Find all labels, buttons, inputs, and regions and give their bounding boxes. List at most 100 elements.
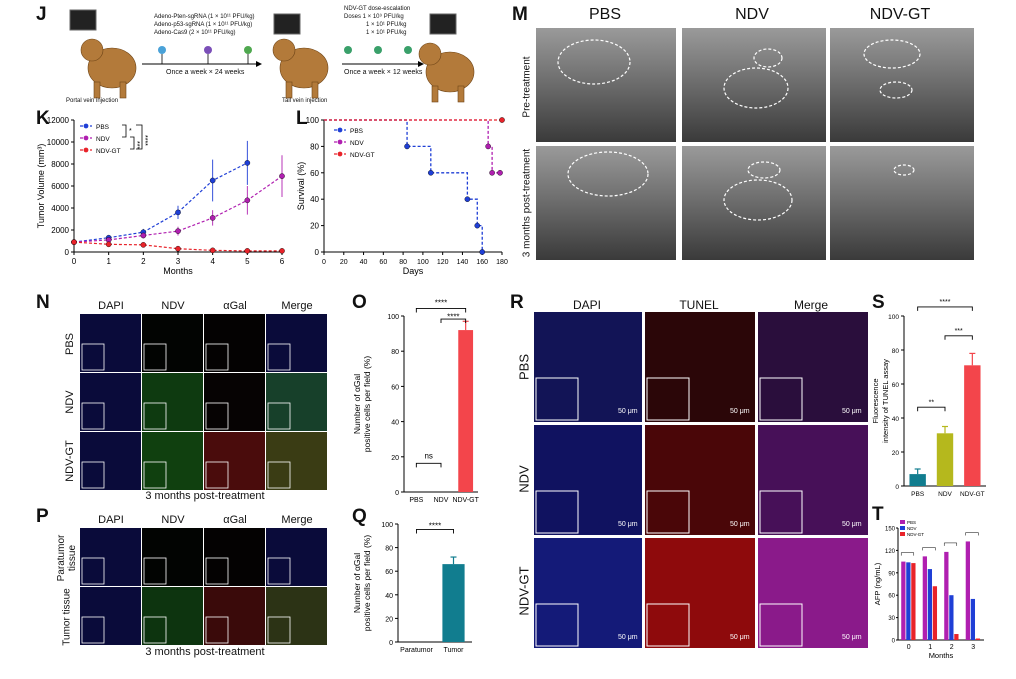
bar — [936, 433, 954, 486]
x-tick-label: 80 — [399, 259, 407, 266]
x-tick-label: 20 — [340, 259, 348, 266]
x-axis-label: Months — [929, 651, 954, 660]
sig-bracket — [917, 306, 973, 311]
micrograph-tile — [142, 528, 203, 586]
micrograph-tile — [80, 528, 141, 586]
micrograph-tile — [80, 314, 141, 372]
sig-bracket — [130, 136, 135, 150]
data-point — [209, 177, 216, 184]
x-tick-label: 60 — [379, 259, 387, 266]
monkey-icon — [418, 42, 475, 103]
panel-label-l: L — [296, 108, 308, 129]
portal-caption: Portal vein injection — [66, 98, 119, 104]
bar — [975, 638, 981, 640]
data-point — [279, 173, 285, 179]
y-tick-label: 20 — [391, 455, 399, 462]
r-row-text: PBS — [516, 353, 532, 381]
ultrasound-image — [536, 146, 676, 260]
panel-label-k: K — [36, 108, 50, 129]
legend-label: PBS — [350, 128, 364, 135]
monitor-icon — [273, 13, 301, 35]
data-point — [71, 239, 77, 245]
x-tick-label: 4 — [210, 257, 215, 266]
x-tick-label: PBS — [409, 497, 423, 504]
n-row-text: NDV — [64, 390, 76, 414]
legend-marker — [337, 151, 343, 157]
p-col-header: Merge — [281, 514, 313, 526]
n-row-label: NDV — [62, 373, 78, 431]
bar — [906, 562, 911, 640]
legend-swatch — [900, 532, 905, 536]
data-point — [474, 222, 481, 229]
n-micrograph-grid — [80, 314, 327, 490]
sig-bracket — [122, 124, 127, 138]
data-point — [427, 170, 434, 176]
r-col-header: DAPI — [572, 298, 601, 312]
dose-list-1: Adeno-Pten-sgRNA (1 × 10¹¹ PFU/kg) Adeno… — [154, 13, 255, 37]
dose-5: 1 × 10¹ PFU/kg — [366, 22, 407, 28]
p-row-text: Tumor tissue — [61, 588, 73, 646]
r-col-header: Merge — [793, 298, 828, 312]
legend-marker — [83, 147, 89, 153]
y-tick-label: 0 — [895, 484, 899, 491]
ultrasound-grid — [536, 28, 974, 260]
x-tick-label: 160 — [476, 259, 488, 266]
y-tick-label: 40 — [310, 195, 319, 204]
micrograph-tile — [758, 538, 868, 648]
panel-label-m: M — [512, 4, 528, 25]
x-axis-label: Days — [403, 266, 424, 276]
ultrasound-image — [682, 28, 826, 142]
sig-bracket — [440, 318, 467, 324]
y-tick-label: 100 — [306, 116, 320, 125]
data-point — [140, 232, 147, 239]
y-tick-label: 80 — [310, 142, 319, 151]
x-tick-label: 120 — [437, 259, 449, 266]
y-tick-label: 80 — [391, 349, 399, 356]
data-point — [244, 160, 251, 166]
scale-bar-label: 50 μm — [730, 521, 750, 528]
r-micrograph-grid — [534, 312, 868, 648]
m-row-label: Pre-treatment — [520, 34, 534, 140]
micrograph-tile — [80, 373, 141, 431]
sig-label: *** — [133, 141, 140, 149]
inset-box — [81, 557, 291, 644]
bar — [927, 569, 933, 640]
x-tick-label: Paratumor — [400, 647, 433, 654]
data-point — [499, 117, 505, 123]
sig-label: ns — [424, 452, 432, 461]
y-tick-label: 40 — [391, 420, 399, 427]
n-row-label: PBS — [62, 315, 78, 373]
y-axis-label: positive cells per field (%) — [362, 535, 372, 632]
bar — [965, 541, 970, 640]
micrograph-tile — [534, 425, 642, 535]
monkey-icon — [272, 38, 329, 99]
schedule-2: Once a week × 12 weeks — [344, 69, 423, 76]
sig-label: ** — [929, 399, 935, 406]
y-axis-label: Tumor Volume (mm³) — [36, 144, 46, 229]
data-point — [404, 143, 410, 150]
micrograph-tile — [142, 587, 203, 645]
micrograph-tile — [645, 312, 755, 422]
sig-bracket — [900, 552, 915, 556]
tumor-outline — [557, 39, 921, 221]
micrograph-tile — [142, 314, 203, 372]
y-tick-label: 30 — [888, 616, 895, 622]
data-point — [279, 248, 285, 254]
x-tick-label: 1 — [928, 644, 932, 651]
legend-label: PBS — [907, 520, 916, 525]
bar — [911, 563, 916, 640]
dose-4: Doses 1 × 10⁹ PFU/kg — [344, 14, 404, 20]
bar — [970, 598, 976, 640]
x-tick-label: 2 — [141, 257, 146, 266]
dose-6: 1 × 10¹ PFU/kg — [366, 30, 407, 36]
legend-label: NDV — [96, 136, 110, 143]
y-tick-label: 20 — [310, 222, 319, 231]
micrograph-tile — [80, 432, 141, 490]
micrograph-tile — [266, 432, 327, 490]
legend-label: NDV-GT — [907, 532, 924, 537]
x-tick-label: 0 — [322, 259, 326, 266]
legend-label: PBS — [96, 124, 110, 131]
sig-label: **** — [447, 313, 459, 322]
y-tick-label: 12000 — [47, 116, 70, 125]
